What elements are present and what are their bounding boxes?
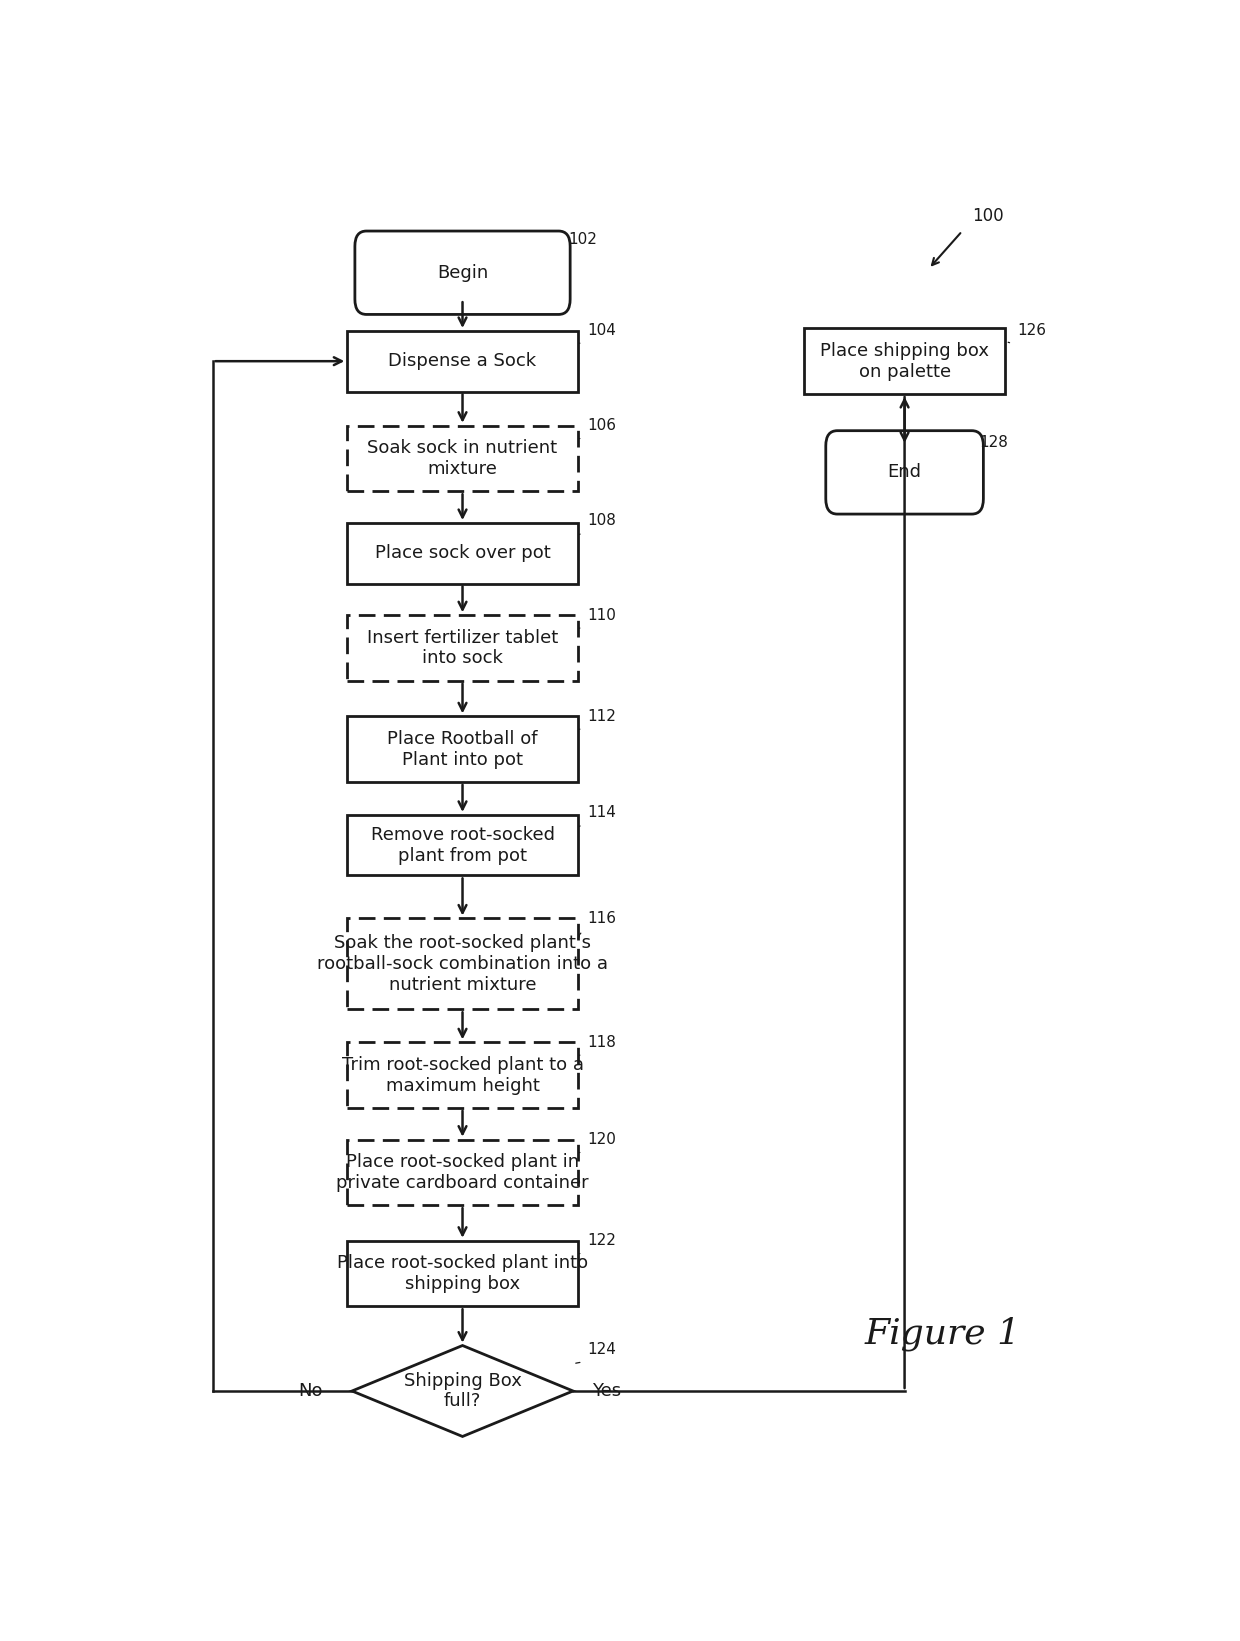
Text: Soak sock in nutrient
mixture: Soak sock in nutrient mixture [367, 440, 558, 478]
Bar [347, 331, 578, 392]
Bar [347, 715, 578, 783]
Bar [347, 523, 578, 584]
Text: 128: 128 [980, 435, 1008, 450]
Bar [347, 816, 578, 875]
Text: Trim root-socked plant to a
maximum height: Trim root-socked plant to a maximum heig… [341, 1055, 584, 1095]
Text: 122: 122 [588, 1232, 616, 1249]
Text: 118: 118 [588, 1035, 616, 1050]
Text: Dispense a Sock: Dispense a Sock [388, 353, 537, 371]
Text: End: End [888, 463, 921, 481]
Text: Place root-socked plant in
private cardboard container: Place root-socked plant in private cardb… [336, 1154, 589, 1191]
Bar [347, 919, 578, 1009]
Text: Remove root-socked
plant from pot: Remove root-socked plant from pot [371, 825, 554, 865]
Text: 106: 106 [588, 418, 616, 433]
Text: 110: 110 [588, 607, 616, 622]
Text: Yes: Yes [593, 1382, 621, 1400]
Text: 102: 102 [568, 233, 598, 248]
Text: Place Rootball of
Plant into pot: Place Rootball of Plant into pot [387, 730, 538, 768]
Text: 100: 100 [972, 207, 1003, 225]
Text: 120: 120 [588, 1132, 616, 1147]
Bar [804, 328, 1006, 394]
Text: 108: 108 [588, 514, 616, 528]
Text: 124: 124 [588, 1342, 616, 1357]
Bar [347, 1042, 578, 1108]
Text: Place root-socked plant into
shipping box: Place root-socked plant into shipping bo… [337, 1254, 588, 1293]
Text: 104: 104 [588, 323, 616, 338]
Text: Place sock over pot: Place sock over pot [374, 545, 551, 563]
Polygon shape [352, 1346, 573, 1436]
Bar [347, 1139, 578, 1204]
Text: 114: 114 [588, 804, 616, 820]
Bar [347, 615, 578, 681]
FancyBboxPatch shape [355, 231, 570, 315]
Text: Figure 1: Figure 1 [866, 1316, 1021, 1352]
Text: Soak the root-socked plant’s
rootball-sock combination into a
nutrient mixture: Soak the root-socked plant’s rootball-so… [317, 934, 608, 994]
Text: 126: 126 [1017, 323, 1047, 338]
Bar [347, 425, 578, 491]
FancyBboxPatch shape [826, 430, 983, 514]
Text: 116: 116 [588, 911, 616, 926]
Bar [347, 1241, 578, 1306]
Text: No: No [299, 1382, 324, 1400]
Text: 112: 112 [588, 709, 616, 724]
Text: Begin: Begin [436, 264, 489, 282]
Text: Shipping Box
full?: Shipping Box full? [403, 1372, 522, 1410]
Text: Insert fertilizer tablet
into sock: Insert fertilizer tablet into sock [367, 629, 558, 668]
Text: Place shipping box
on palette: Place shipping box on palette [820, 341, 990, 381]
